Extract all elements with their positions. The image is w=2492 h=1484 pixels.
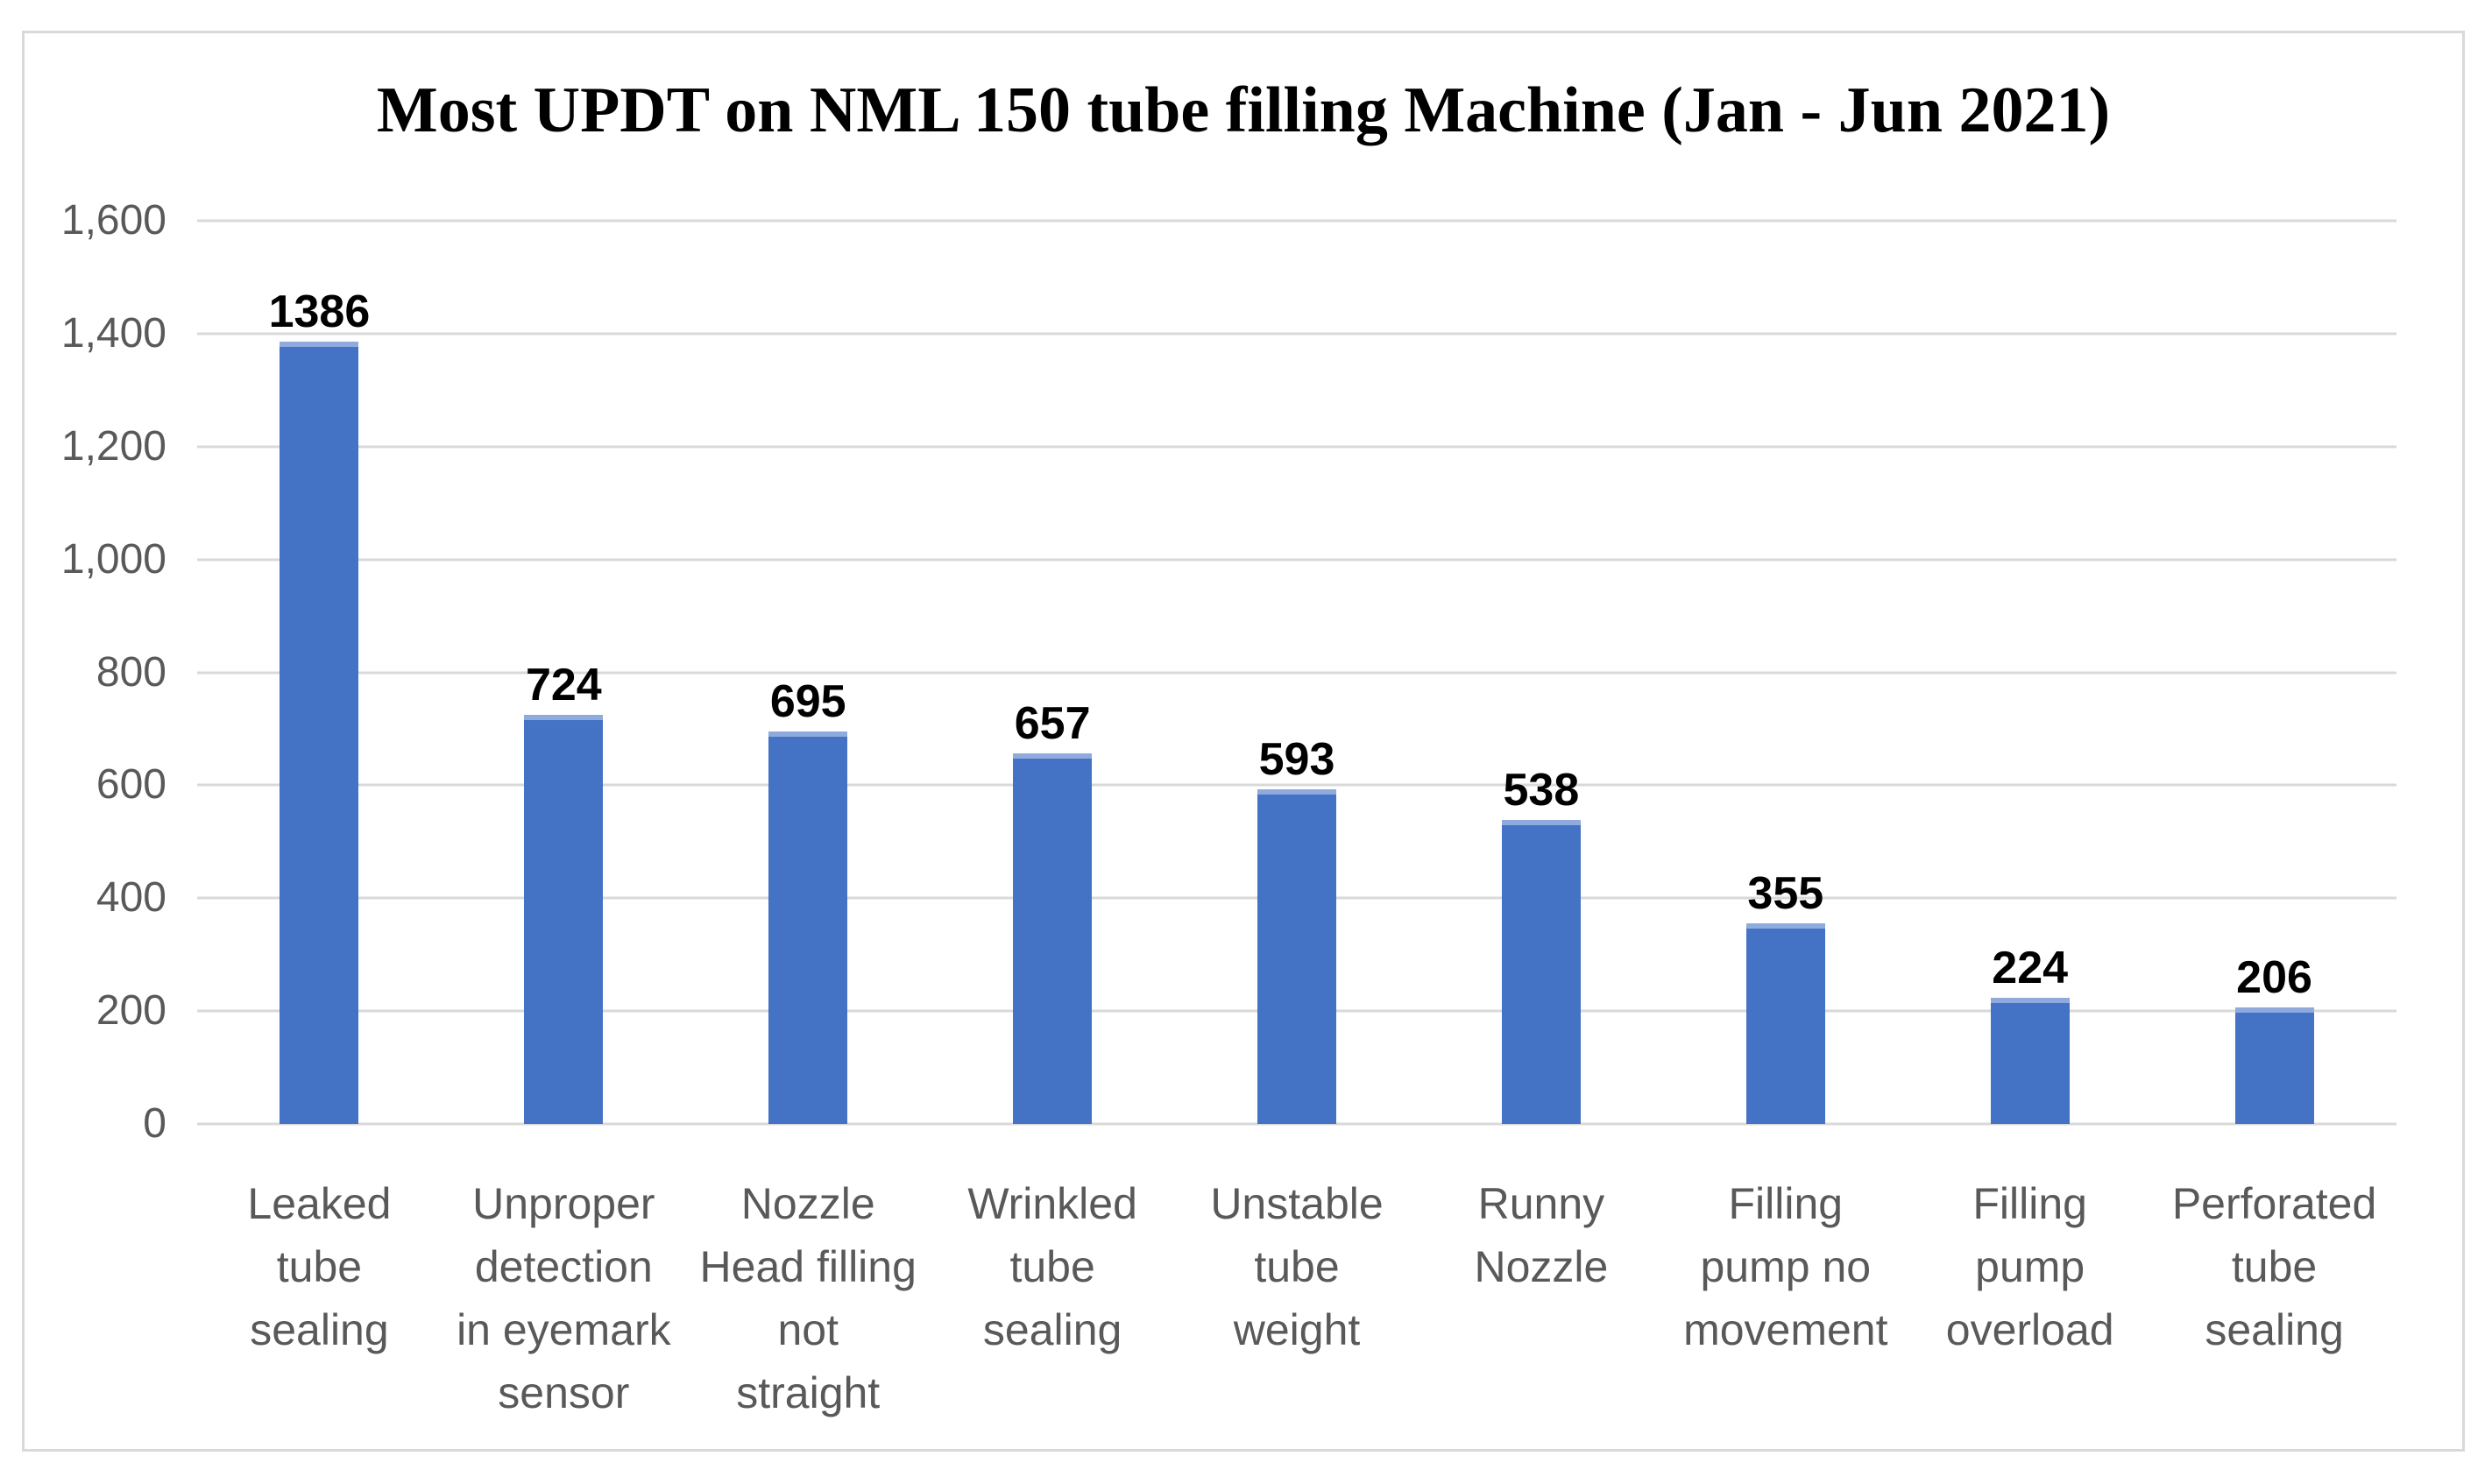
bar: 224: [1990, 943, 2070, 1124]
bar-value-label: 224: [1992, 942, 2069, 993]
bar-slot: 206: [2152, 221, 2396, 1124]
bar: 355: [1745, 868, 1825, 1124]
y-tick-label: 1,400: [60, 309, 166, 357]
gridline: [197, 558, 2396, 562]
gridline: [197, 219, 2396, 223]
chart-frame: Most UPDT on NML 150 tube filling Machin…: [22, 31, 2465, 1452]
y-tick-label: 200: [96, 987, 166, 1035]
gridline: [197, 332, 2396, 336]
y-tick-label: 0: [143, 1100, 166, 1147]
bar-value-label: 538: [1503, 765, 1580, 816]
bar: 206: [2234, 952, 2314, 1124]
bar-value-label: 1386: [268, 286, 371, 337]
bar-slot: 224: [1908, 221, 2152, 1124]
bar-slot: 355: [1663, 221, 1908, 1124]
gridline: [197, 1122, 2396, 1126]
bar-slot: 1386: [197, 221, 442, 1124]
x-category-label: Wrinkled tube sealing: [967, 1179, 1137, 1354]
gridline: [197, 671, 2396, 674]
bar-slot: 538: [1419, 221, 1663, 1124]
bars-layer: 1386 724 695 657 593 538 355 224 206: [197, 221, 2396, 1124]
x-category-label: Perforated tube sealing: [2171, 1179, 2377, 1354]
x-category-label: Filling pump overload: [1945, 1179, 2114, 1354]
x-axis-labels: Leaked tube sealing Unproper detection in…: [197, 1172, 2396, 1424]
bar: 657: [1013, 698, 1093, 1124]
bar-value-label: 593: [1258, 733, 1335, 785]
y-tick-label: 1,600: [60, 197, 166, 244]
x-category-label: Nozzle Head filling not straight: [699, 1179, 917, 1417]
y-tick-label: 800: [96, 648, 166, 696]
y-tick-label: 1,000: [60, 535, 166, 583]
bar: 695: [768, 676, 848, 1124]
bar-slot: 593: [1175, 221, 1419, 1124]
x-category-label: Unproper detection in eyemark sensor: [457, 1179, 671, 1417]
plot-area: 1386 724 695 657 593 538 355 224 206: [197, 219, 2396, 1126]
x-category-label: Leaked tube sealing: [247, 1179, 392, 1354]
bar-value-label: 724: [525, 660, 602, 711]
bar: 1386: [269, 286, 370, 1124]
bar-slot: 724: [442, 221, 686, 1124]
bar-value-label: 695: [769, 676, 846, 728]
y-tick-label: 600: [96, 761, 166, 809]
bar: 538: [1501, 765, 1581, 1124]
y-tick-label: 400: [96, 874, 166, 922]
bar-value-label: 206: [2236, 952, 2312, 1004]
bar-slot: 657: [931, 221, 1175, 1124]
x-category-label: Filling pump no movement: [1683, 1179, 1888, 1354]
y-axis: 0 200 400 600 800 1,000 1,200 1,400 1,600: [25, 200, 172, 1145]
x-category-label: Runny Nozzle: [1474, 1179, 1609, 1291]
bar-value-label: 355: [1747, 868, 1824, 920]
bar-slot: 695: [686, 221, 931, 1124]
bar-value-label: 657: [1014, 697, 1091, 749]
y-tick-label: 1,200: [60, 422, 166, 470]
gridline: [197, 783, 2396, 787]
gridline: [197, 445, 2396, 449]
bar: 724: [524, 660, 604, 1124]
bar: 593: [1257, 734, 1336, 1124]
x-category-label: Unstable tube weight: [1210, 1179, 1384, 1354]
chart-title: Most UPDT on NML 150 tube filling Machin…: [376, 74, 2111, 146]
